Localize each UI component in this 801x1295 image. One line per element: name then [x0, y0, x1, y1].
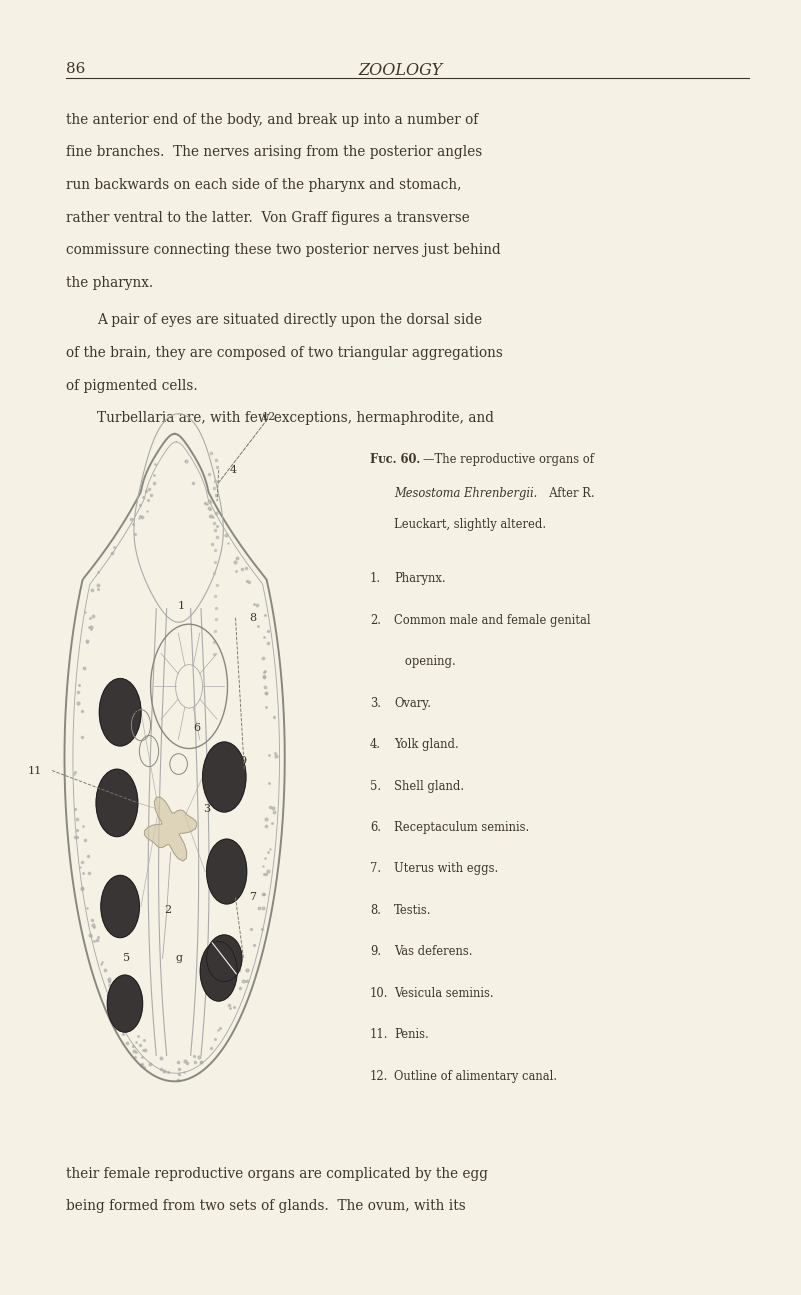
Text: Mesostoma Ehrenbergii.: Mesostoma Ehrenbergii.: [394, 487, 537, 500]
Text: Leuckart, slightly altered.: Leuckart, slightly altered.: [394, 518, 546, 531]
Text: run backwards on each side of the pharynx and stomach,: run backwards on each side of the pharyn…: [66, 177, 462, 192]
Ellipse shape: [207, 935, 242, 982]
Text: 10: 10: [126, 704, 140, 715]
Text: 7.: 7.: [370, 862, 381, 875]
Text: Vas deferens.: Vas deferens.: [394, 945, 473, 958]
Text: 12.: 12.: [370, 1070, 388, 1083]
Text: Common male and female genital: Common male and female genital: [394, 614, 590, 627]
Text: opening.: opening.: [394, 655, 456, 668]
Circle shape: [107, 975, 143, 1032]
Text: of pigmented cells.: of pigmented cells.: [66, 378, 198, 392]
Text: 4.: 4.: [370, 738, 381, 751]
Text: 3.: 3.: [370, 697, 381, 710]
Text: Uterus with eggs.: Uterus with eggs.: [394, 862, 498, 875]
Text: 12: 12: [262, 412, 276, 422]
Circle shape: [207, 839, 247, 904]
Text: 8: 8: [250, 613, 256, 623]
Text: of the brain, they are composed of two triangular aggregations: of the brain, they are composed of two t…: [66, 346, 503, 360]
Text: 7: 7: [250, 892, 256, 903]
Text: Receptaculum seminis.: Receptaculum seminis.: [394, 821, 529, 834]
Text: Yolk gland.: Yolk gland.: [394, 738, 459, 751]
Text: Pharynx.: Pharynx.: [394, 572, 445, 585]
Text: being formed from two sets of glands.  The ovum, with its: being formed from two sets of glands. Th…: [66, 1199, 466, 1213]
Text: 86: 86: [66, 62, 86, 76]
Text: Vesicula seminis.: Vesicula seminis.: [394, 987, 493, 1000]
Circle shape: [203, 742, 246, 812]
Polygon shape: [144, 798, 197, 861]
Text: Penis.: Penis.: [394, 1028, 429, 1041]
Text: 6: 6: [194, 723, 200, 733]
Text: fine branches.  The nerves arising from the posterior angles: fine branches. The nerves arising from t…: [66, 145, 483, 159]
Text: rather ventral to the latter.  Von Graff figures a transverse: rather ventral to the latter. Von Graff …: [66, 211, 470, 224]
Text: 2: 2: [165, 905, 171, 916]
Text: —The reproductive organs of: —The reproductive organs of: [423, 453, 594, 466]
Text: After R.: After R.: [542, 487, 595, 500]
Text: 11: 11: [27, 765, 42, 776]
Text: A pair of eyes are situated directly upon the dorsal side: A pair of eyes are situated directly upo…: [97, 313, 482, 328]
Text: 9: 9: [239, 756, 246, 767]
Text: 1: 1: [178, 601, 184, 611]
Text: 6.: 6.: [370, 821, 381, 834]
Text: Outline of alimentary canal.: Outline of alimentary canal.: [394, 1070, 557, 1083]
Text: Ovary.: Ovary.: [394, 697, 431, 710]
Text: the anterior end of the body, and break up into a number of: the anterior end of the body, and break …: [66, 113, 479, 127]
Text: Shell gland.: Shell gland.: [394, 780, 465, 793]
Text: their female reproductive organs are complicated by the egg: their female reproductive organs are com…: [66, 1167, 489, 1181]
Text: 1.: 1.: [370, 572, 381, 585]
Text: 3: 3: [203, 804, 210, 815]
Text: 11.: 11.: [370, 1028, 388, 1041]
Text: 8.: 8.: [370, 904, 381, 917]
Text: ZOOLOGY: ZOOLOGY: [358, 62, 443, 79]
Text: 2.: 2.: [370, 614, 381, 627]
Text: Fᴜc. 60.: Fᴜc. 60.: [370, 453, 421, 466]
Text: Testis.: Testis.: [394, 904, 432, 917]
Circle shape: [99, 679, 141, 746]
Circle shape: [101, 875, 139, 938]
Text: commissure connecting these two posterior nerves just behind: commissure connecting these two posterio…: [66, 243, 501, 258]
Text: the pharynx.: the pharynx.: [66, 276, 154, 290]
Circle shape: [200, 941, 237, 1001]
Text: 4: 4: [230, 465, 236, 475]
Text: 9.: 9.: [370, 945, 381, 958]
Text: 5: 5: [123, 953, 130, 963]
Text: 10.: 10.: [370, 987, 388, 1000]
Text: g: g: [175, 953, 182, 963]
Text: Turbellaria are, with few exceptions, hermaphrodite, and: Turbellaria are, with few exceptions, he…: [97, 411, 494, 425]
Text: 5.: 5.: [370, 780, 381, 793]
Circle shape: [96, 769, 138, 837]
